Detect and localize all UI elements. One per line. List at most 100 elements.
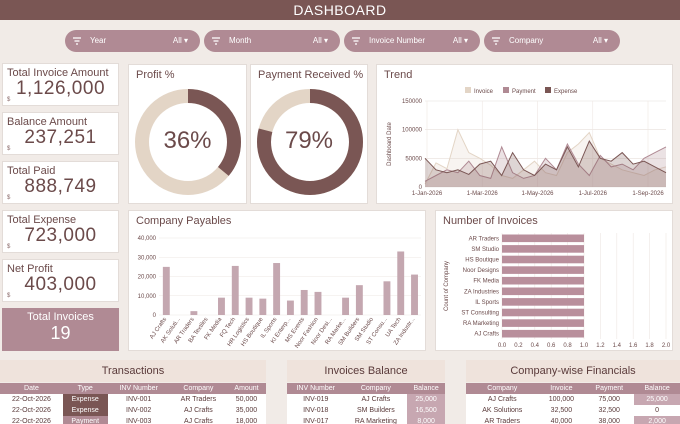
invoices-balance-table: INV Number Company Balance INV-019 AJ Cr… — [287, 383, 445, 424]
column-header[interactable]: Company — [169, 383, 227, 394]
column-header[interactable]: Company — [344, 383, 408, 394]
donut-value-arc — [257, 89, 363, 195]
bar[interactable] — [502, 276, 584, 285]
year-filter[interactable]: Year All ▾ — [65, 30, 200, 52]
invoice-number-filter[interactable]: Invoice Number All ▾ — [344, 30, 480, 52]
x-tick-label: 0.0 — [498, 343, 507, 349]
month-filter-value[interactable]: All ▾ — [312, 36, 328, 45]
bar[interactable] — [502, 234, 584, 243]
y-tick-label: IL Sports — [475, 300, 499, 306]
cell-date: 22-Oct-2026 — [0, 416, 63, 424]
cell-amount: 50,000 — [226, 394, 266, 405]
cell-amount: 18,000 — [226, 416, 266, 424]
bar[interactable] — [411, 274, 418, 315]
profit-donut — [135, 89, 241, 195]
bar[interactable] — [383, 281, 391, 315]
bar[interactable] — [502, 329, 584, 338]
cell-inv-number: INV-003 — [107, 416, 170, 424]
table-row[interactable]: 22-Oct-2026 Payment INV-003 AJ Crafts 18… — [0, 416, 266, 424]
transactions-title: Transactions — [0, 360, 266, 382]
bar[interactable] — [502, 266, 584, 274]
trend-chart: Invoice Payment Expense 0 50000 100000 150000 1… — [387, 87, 667, 197]
column-header[interactable]: Payment — [584, 383, 635, 394]
table-row[interactable]: AR Traders 40,000 38,000 2,000 — [466, 416, 680, 424]
bar[interactable] — [162, 266, 170, 315]
invoice-number-filter-value[interactable]: All ▾ — [452, 36, 468, 45]
legend-swatch — [465, 87, 471, 93]
table-header-row: Date Type INV Number Company Amount — [0, 383, 266, 394]
kpi-value: 403,000 — [24, 274, 97, 295]
column-header[interactable]: Balance — [407, 383, 445, 394]
company-filter[interactable]: Company All ▾ — [484, 30, 620, 52]
donut-value-arc — [135, 89, 241, 195]
bar[interactable] — [314, 291, 322, 315]
bar[interactable] — [245, 297, 253, 315]
series-line-expense — [424, 140, 667, 177]
bar[interactable] — [502, 308, 584, 317]
cell-payment: 32,500 — [584, 405, 635, 416]
company-financials-table: Company Invoice Payment Balance AJ Craft… — [466, 383, 680, 424]
company-filter-label: Company — [509, 36, 544, 45]
table-row[interactable]: INV-019 AJ Crafts 25,000 — [287, 394, 445, 405]
bar[interactable] — [273, 263, 281, 315]
cell-inv-number: INV-019 — [287, 394, 345, 405]
y-tick-label: AR Traders — [469, 236, 499, 242]
series-area-expense — [425, 141, 666, 187]
bar[interactable] — [355, 285, 363, 315]
cell-amount: 35,000 — [226, 405, 266, 416]
table-row[interactable]: 22-Oct-2026 Expense INV-002 AJ Crafts 35… — [0, 405, 266, 416]
cell-payment: 75,000 — [584, 394, 635, 405]
cell-company: AJ Crafts — [344, 394, 408, 405]
table-row[interactable]: INV-018 SM Builders 16,500 — [287, 405, 445, 416]
bar[interactable] — [259, 298, 267, 315]
filter-icon — [212, 37, 220, 45]
column-header[interactable]: Invoice — [538, 383, 585, 394]
number-of-invoices-chart: 0.0 0.2 0.4 0.6 0.8 1.0 1.2 1.4 1.6 1.8 2.0 AR Trad… — [444, 233, 671, 349]
y-tick-label: SM Studio — [471, 247, 499, 253]
cell-inv-number: INV-001 — [107, 394, 170, 405]
bar[interactable] — [190, 311, 198, 315]
column-header[interactable]: INV Number — [287, 383, 345, 394]
bar[interactable] — [502, 255, 584, 264]
x-tick-label: 1-Jul-2026 — [579, 191, 608, 197]
table-row[interactable]: AJ Crafts 100,000 75,000 25,000 — [466, 394, 680, 405]
kpi-title: Total Invoice Amount — [7, 67, 109, 79]
bar[interactable] — [218, 297, 225, 315]
kpi-net-profit: Net Profit 403,000 $ — [2, 259, 119, 302]
legend-label: Payment — [512, 89, 536, 95]
cell-balance: 25,000 — [407, 394, 445, 405]
column-header[interactable]: Balance — [634, 383, 680, 394]
cell-balance: 2,000 — [634, 416, 680, 424]
cell-company: SM Builders — [344, 405, 408, 416]
cell-balance: 25,000 — [634, 394, 680, 405]
year-filter-value[interactable]: All ▾ — [172, 36, 188, 45]
y-tick-label: 40,000 — [138, 236, 157, 242]
bar[interactable] — [502, 298, 584, 306]
column-header[interactable]: Amount — [226, 383, 266, 394]
y-tick-label: Noor Designs — [463, 268, 499, 274]
table-header-row: Company Invoice Payment Balance — [466, 383, 680, 394]
bar[interactable] — [502, 287, 584, 296]
column-header[interactable]: INV Number — [107, 383, 170, 394]
y-tick-label: 50000 — [405, 156, 422, 162]
table-row[interactable]: INV-017 RA Marketing 8,000 — [287, 416, 445, 424]
y-axis-label: Dashboard Date — [387, 121, 393, 165]
bar[interactable] — [397, 251, 405, 315]
table-row[interactable]: AK Solutions 32,500 32,500 0 — [466, 405, 680, 416]
x-tick-label: 0.6 — [547, 343, 556, 349]
cell-company: AJ Crafts — [169, 416, 227, 424]
kpi-unit: $ — [7, 195, 11, 201]
table-row[interactable]: 22-Oct-2026 Expense INV-001 AR Traders 5… — [0, 394, 266, 405]
bar[interactable] — [502, 245, 584, 253]
bar[interactable] — [231, 265, 239, 315]
column-header[interactable]: Date — [0, 383, 63, 394]
bar[interactable] — [502, 319, 584, 327]
company-filter-value[interactable]: All ▾ — [592, 36, 608, 45]
bar[interactable] — [300, 289, 308, 315]
bar[interactable] — [286, 300, 294, 315]
bar[interactable] — [342, 297, 350, 315]
column-header[interactable]: Company — [466, 383, 539, 394]
month-filter[interactable]: Month All ▾ — [204, 30, 340, 52]
kpi-title: Total Expense — [7, 214, 77, 226]
column-header[interactable]: Type — [62, 383, 108, 394]
